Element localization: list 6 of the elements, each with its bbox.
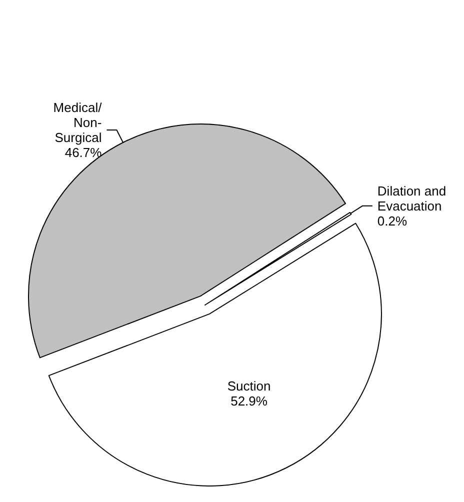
- data-label: 52.9%: [230, 394, 268, 409]
- data-label: 0.2%: [377, 213, 408, 228]
- slice-label: Medical/ Non- Surgical: [53, 100, 102, 146]
- data-label: 46.7%: [64, 145, 102, 160]
- slice-label: Dilation and Evacuation: [377, 183, 446, 214]
- slice-label: Suction: [227, 378, 271, 394]
